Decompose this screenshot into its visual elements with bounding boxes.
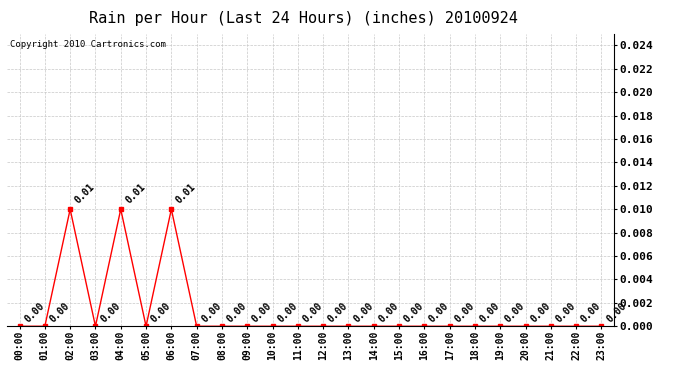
Text: Copyright 2010 Cartronics.com: Copyright 2010 Cartronics.com (10, 40, 166, 49)
Text: 0.00: 0.00 (604, 301, 628, 325)
Text: 0.00: 0.00 (22, 301, 46, 325)
Text: Rain per Hour (Last 24 Hours) (inches) 20100924: Rain per Hour (Last 24 Hours) (inches) 2… (89, 11, 518, 26)
Text: 0.00: 0.00 (326, 301, 350, 325)
Text: 0.00: 0.00 (453, 301, 476, 325)
Text: 0.00: 0.00 (98, 301, 122, 325)
Text: 0.01: 0.01 (174, 182, 198, 205)
Text: 0.00: 0.00 (477, 301, 502, 325)
Text: 0.00: 0.00 (503, 301, 526, 325)
Text: 0.00: 0.00 (402, 301, 426, 325)
Text: 0.01: 0.01 (73, 182, 97, 205)
Text: 0.00: 0.00 (579, 301, 602, 325)
Text: 0.00: 0.00 (275, 301, 299, 325)
Text: 0.00: 0.00 (199, 301, 223, 325)
Text: 0.00: 0.00 (301, 301, 324, 325)
Text: 0.01: 0.01 (124, 182, 147, 205)
Text: 0.00: 0.00 (553, 301, 578, 325)
Text: 0.00: 0.00 (377, 301, 400, 325)
Text: 0.00: 0.00 (529, 301, 552, 325)
Text: 0.00: 0.00 (351, 301, 375, 325)
Text: 0.00: 0.00 (149, 301, 172, 325)
Text: 0.00: 0.00 (48, 301, 71, 325)
Text: 0.00: 0.00 (250, 301, 274, 325)
Text: 0.00: 0.00 (427, 301, 451, 325)
Text: 0.00: 0.00 (225, 301, 248, 325)
